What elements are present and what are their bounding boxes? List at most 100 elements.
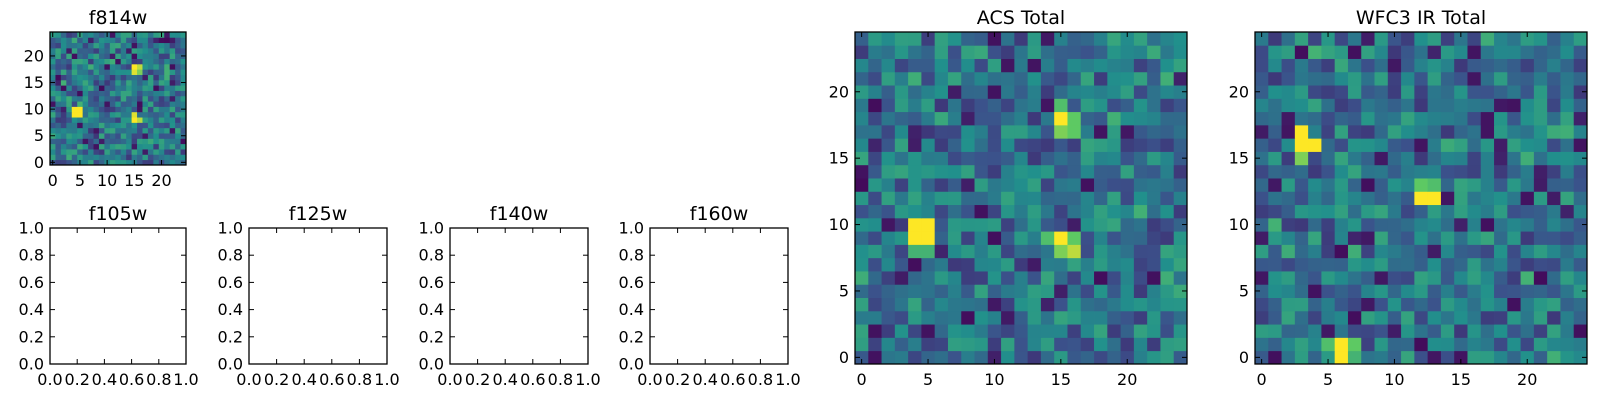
heatmap-cell bbox=[1454, 58, 1468, 73]
heatmap-cell bbox=[1094, 337, 1108, 352]
x-tick-label: 0.8 bbox=[347, 370, 372, 389]
heatmap-cell bbox=[137, 32, 143, 38]
heatmap-cell bbox=[169, 133, 176, 139]
heatmap-cell bbox=[934, 138, 949, 152]
heatmap-cell bbox=[1573, 71, 1588, 86]
heatmap-cell bbox=[147, 42, 154, 49]
heatmap-cell bbox=[1294, 138, 1309, 152]
heatmap-cell bbox=[109, 159, 116, 166]
heatmap-cell bbox=[1014, 151, 1029, 166]
y-tick-label: 0.0 bbox=[419, 355, 444, 374]
heatmap-cell bbox=[1160, 191, 1175, 206]
heatmap-cell bbox=[1440, 231, 1455, 245]
heatmap-cell bbox=[1560, 58, 1575, 73]
heatmap-cell bbox=[147, 74, 154, 81]
heatmap-cell bbox=[1040, 350, 1055, 365]
heatmap-cell bbox=[855, 297, 869, 312]
heatmap-cell bbox=[120, 159, 127, 166]
heatmap-cell bbox=[894, 244, 909, 259]
heatmap-cell bbox=[1094, 204, 1108, 219]
heatmap-cell bbox=[104, 122, 111, 129]
heatmap-cell bbox=[1027, 85, 1042, 99]
heatmap-cell bbox=[1120, 98, 1135, 113]
heatmap-cell bbox=[60, 85, 67, 91]
heatmap-cell bbox=[109, 53, 116, 59]
heatmap-cell bbox=[1173, 98, 1188, 113]
heatmap-cell bbox=[153, 159, 160, 166]
heatmap-cell bbox=[1520, 297, 1535, 312]
heatmap-cell bbox=[1054, 191, 1068, 206]
heatmap-cell bbox=[1480, 337, 1495, 352]
heatmap-cell bbox=[82, 101, 89, 107]
heatmap-cell bbox=[947, 217, 962, 232]
heatmap-cell bbox=[1454, 32, 1468, 46]
heatmap-cell bbox=[66, 79, 73, 86]
heatmap-cell bbox=[1120, 85, 1135, 99]
heatmap-cell bbox=[77, 74, 84, 81]
heatmap-cell bbox=[169, 47, 176, 54]
heatmap-cell bbox=[1560, 244, 1575, 259]
heatmap-cell bbox=[1080, 85, 1095, 99]
heatmap-cell bbox=[93, 138, 100, 145]
heatmap-cell bbox=[1573, 350, 1588, 365]
heatmap-cell bbox=[77, 95, 84, 102]
heatmap-cell bbox=[1294, 337, 1309, 352]
heatmap-cell bbox=[961, 164, 975, 179]
y-tick-label: 0.4 bbox=[218, 300, 243, 319]
heatmap-cell bbox=[934, 231, 949, 245]
heatmap-cell bbox=[77, 90, 84, 97]
heatmap-cell bbox=[908, 124, 922, 139]
heatmap-cell bbox=[158, 47, 165, 54]
x-tick-label: 0.4 bbox=[692, 370, 717, 389]
heatmap-cell bbox=[1067, 231, 1082, 245]
heatmap-cell bbox=[1294, 191, 1309, 206]
heatmap-cell bbox=[55, 63, 62, 70]
heatmap-cell bbox=[126, 69, 132, 75]
heatmap-cell bbox=[1533, 32, 1548, 46]
y-tick-label: 0.6 bbox=[218, 273, 243, 292]
heatmap-cell bbox=[987, 71, 1002, 86]
heatmap-cell bbox=[1040, 324, 1055, 338]
heatmap-cell bbox=[1414, 337, 1429, 352]
heatmap-cell bbox=[1401, 138, 1415, 152]
y-tick-label: 5 bbox=[839, 281, 849, 300]
heatmap-cell bbox=[1080, 71, 1095, 86]
heatmap-cell bbox=[1414, 32, 1429, 46]
heatmap-cell bbox=[1080, 98, 1095, 113]
y-tick-label: 10 bbox=[24, 100, 44, 119]
y-tick-label: 1.0 bbox=[218, 219, 243, 238]
y-tick-label: 0.4 bbox=[419, 300, 444, 319]
heatmap-cell bbox=[115, 127, 122, 134]
x-tick-label: 10 bbox=[984, 370, 1004, 389]
heatmap-cell bbox=[1520, 271, 1535, 285]
heatmap-cell bbox=[50, 37, 56, 44]
heatmap-cell bbox=[1014, 164, 1029, 179]
heatmap-cell bbox=[1480, 244, 1495, 259]
heatmap-cell bbox=[921, 231, 936, 245]
x-tick-label: 20 bbox=[1517, 370, 1537, 389]
heatmap-cell bbox=[921, 310, 936, 325]
x-tick-label: 0.6 bbox=[319, 370, 344, 389]
heatmap-cell bbox=[1427, 284, 1442, 298]
heatmap-cell bbox=[115, 90, 122, 97]
heatmap-cell bbox=[1133, 310, 1148, 325]
y-tick-label: 0.4 bbox=[619, 300, 644, 319]
heatmap-cell bbox=[55, 69, 62, 75]
heatmap-cell bbox=[98, 79, 105, 86]
heatmap-cell bbox=[1120, 151, 1135, 166]
heatmap-cell bbox=[881, 350, 896, 365]
heatmap-cell bbox=[98, 69, 105, 75]
heatmap-cell bbox=[1414, 58, 1429, 73]
heatmap-cell bbox=[115, 149, 122, 155]
heatmap-cell bbox=[987, 310, 1002, 325]
heatmap-cell bbox=[1334, 244, 1349, 259]
heatmap-cell bbox=[169, 159, 176, 166]
heatmap-cell bbox=[1547, 191, 1561, 206]
heatmap-cell bbox=[1494, 32, 1508, 46]
heatmap-cell bbox=[142, 79, 149, 86]
heatmap-cell bbox=[126, 79, 132, 86]
heatmap-cell bbox=[1347, 164, 1362, 179]
heatmap-cell bbox=[1160, 58, 1175, 73]
heatmap-cell bbox=[175, 63, 181, 70]
heatmap-cell bbox=[1401, 32, 1415, 46]
